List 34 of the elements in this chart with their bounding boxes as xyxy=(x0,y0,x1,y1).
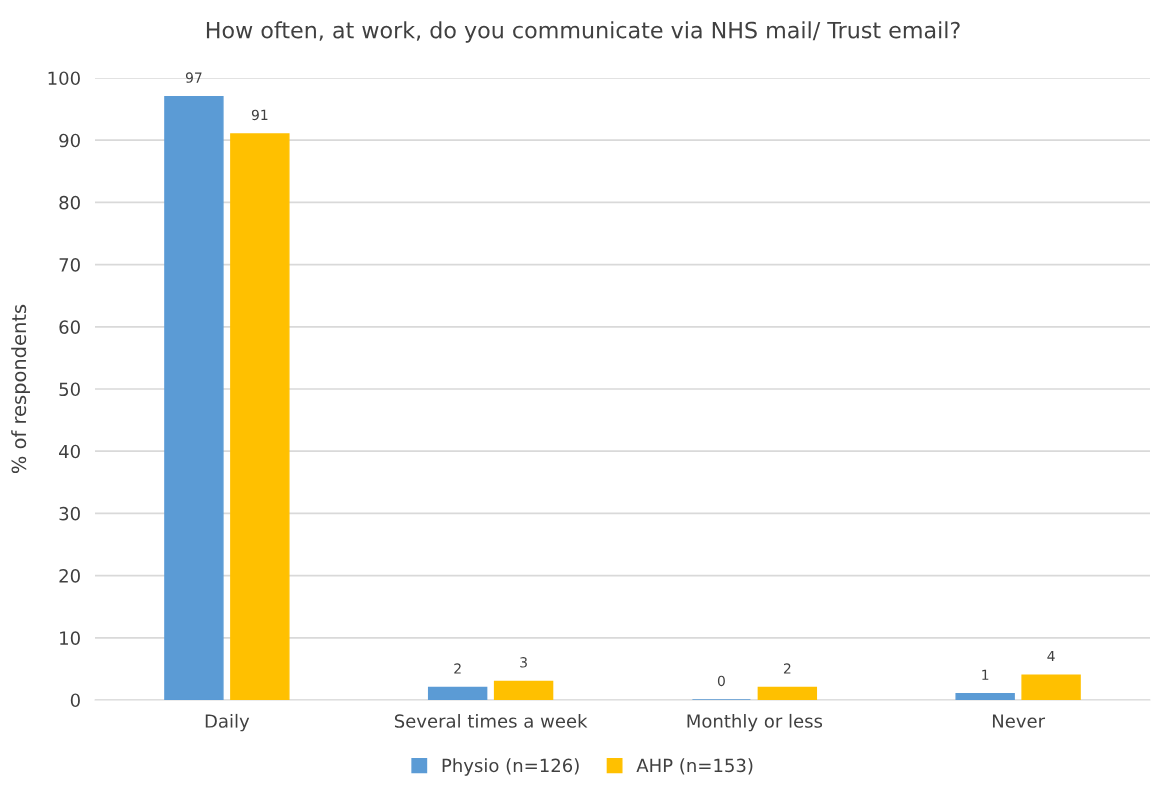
x-tick-label: Monthly or less xyxy=(687,713,823,732)
legend-label: Physio (n=126) xyxy=(442,758,579,776)
x-tick-label: Several times a week xyxy=(394,713,588,728)
y-tick-label: 100 xyxy=(48,71,80,86)
data-label: 4 xyxy=(1047,650,1055,662)
data-label: 3 xyxy=(520,657,527,668)
y-tick-label: 80 xyxy=(59,195,80,210)
data-label: 97 xyxy=(185,72,202,83)
bar xyxy=(757,686,818,700)
data-label: 0 xyxy=(717,675,725,687)
y-tick-label: 60 xyxy=(59,320,80,334)
data-label: 2 xyxy=(454,663,461,674)
y-tick-label: 20 xyxy=(59,569,80,583)
y-tick-label: 10 xyxy=(60,631,80,645)
y-axis-title: % of respondents xyxy=(11,304,30,474)
bar xyxy=(493,680,554,700)
x-tick-label: Never xyxy=(992,714,1046,728)
data-label: 1 xyxy=(982,669,989,680)
chart-title: How often, at work, do you communicate via NHS mail/ Trust email? xyxy=(206,21,960,43)
x-tick-label: Daily xyxy=(205,713,250,732)
y-tick-label: 30 xyxy=(59,506,80,521)
y-tick-label: 40 xyxy=(59,444,80,459)
data-label: 2 xyxy=(783,663,791,674)
y-tick-label: 70 xyxy=(59,258,80,272)
data-label: 91 xyxy=(251,109,268,121)
bar xyxy=(1021,674,1081,700)
y-tick-label: 50 xyxy=(59,382,80,397)
bar xyxy=(955,693,1015,700)
legend-label: AHP (n=153) xyxy=(636,758,753,775)
y-tick-label: 90 xyxy=(59,133,80,148)
bar xyxy=(164,95,224,700)
y-tick-label: 0 xyxy=(70,693,80,708)
bar xyxy=(230,133,290,700)
bar xyxy=(427,686,488,700)
